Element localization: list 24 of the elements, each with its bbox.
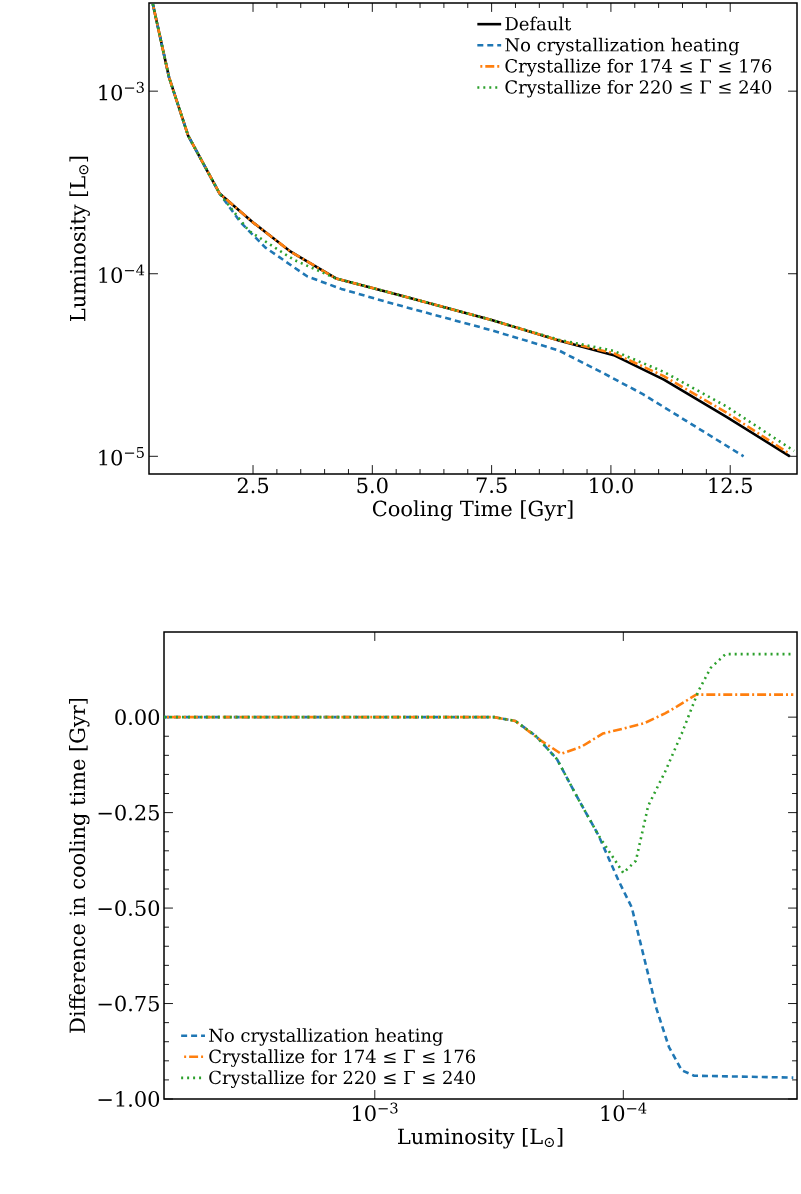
x-tick-label: 12.5: [709, 477, 752, 494]
y-tick-label: 10$^{−5}$: [99, 447, 144, 466]
legend-label: No crystallization heating: [505, 37, 740, 56]
y-tick-label: −0.25: [98, 804, 159, 821]
y-axis-title: Luminosity [L$_{⊙}$]: [69, 156, 90, 321]
y-tick-label: −1.00: [98, 1091, 160, 1107]
legend-label: Crystallize for 220 ≤ Γ ≤ 240: [209, 1070, 475, 1088]
x-axis-title: Cooling Time [Gyr]: [372, 500, 573, 521]
x-tick-label: 7.5: [476, 477, 507, 494]
y-tick-label: 10$^{−4}$: [99, 264, 145, 284]
y-tick-label: −0.75: [98, 995, 159, 1012]
x-tick-label: 10.0: [590, 477, 633, 494]
x-tick-label: 5.0: [357, 477, 388, 494]
legend-label: Default: [505, 16, 572, 31]
x-tick-label: 2.5: [237, 477, 269, 494]
legend-label: No crystallization heating: [209, 1028, 443, 1046]
y-tick-label: 10$^{−3}$: [99, 81, 144, 101]
x-axis-title: Luminosity [L$_{⊙}$]: [398, 1128, 563, 1149]
y-tick-label: 0.00: [115, 709, 160, 726]
legend-label: Crystallize for 174 ≤ Γ ≤ 176: [209, 1049, 476, 1067]
legend-label: Crystallize for 174 ≤ Γ ≤ 176: [505, 58, 772, 77]
y-tick-label: −0.50: [98, 900, 160, 916]
legend-label: Crystallize for 220 ≤ Γ ≤ 240: [505, 79, 772, 98]
y-axis-title: Difference in cooling time [Gyr]: [69, 698, 90, 1033]
